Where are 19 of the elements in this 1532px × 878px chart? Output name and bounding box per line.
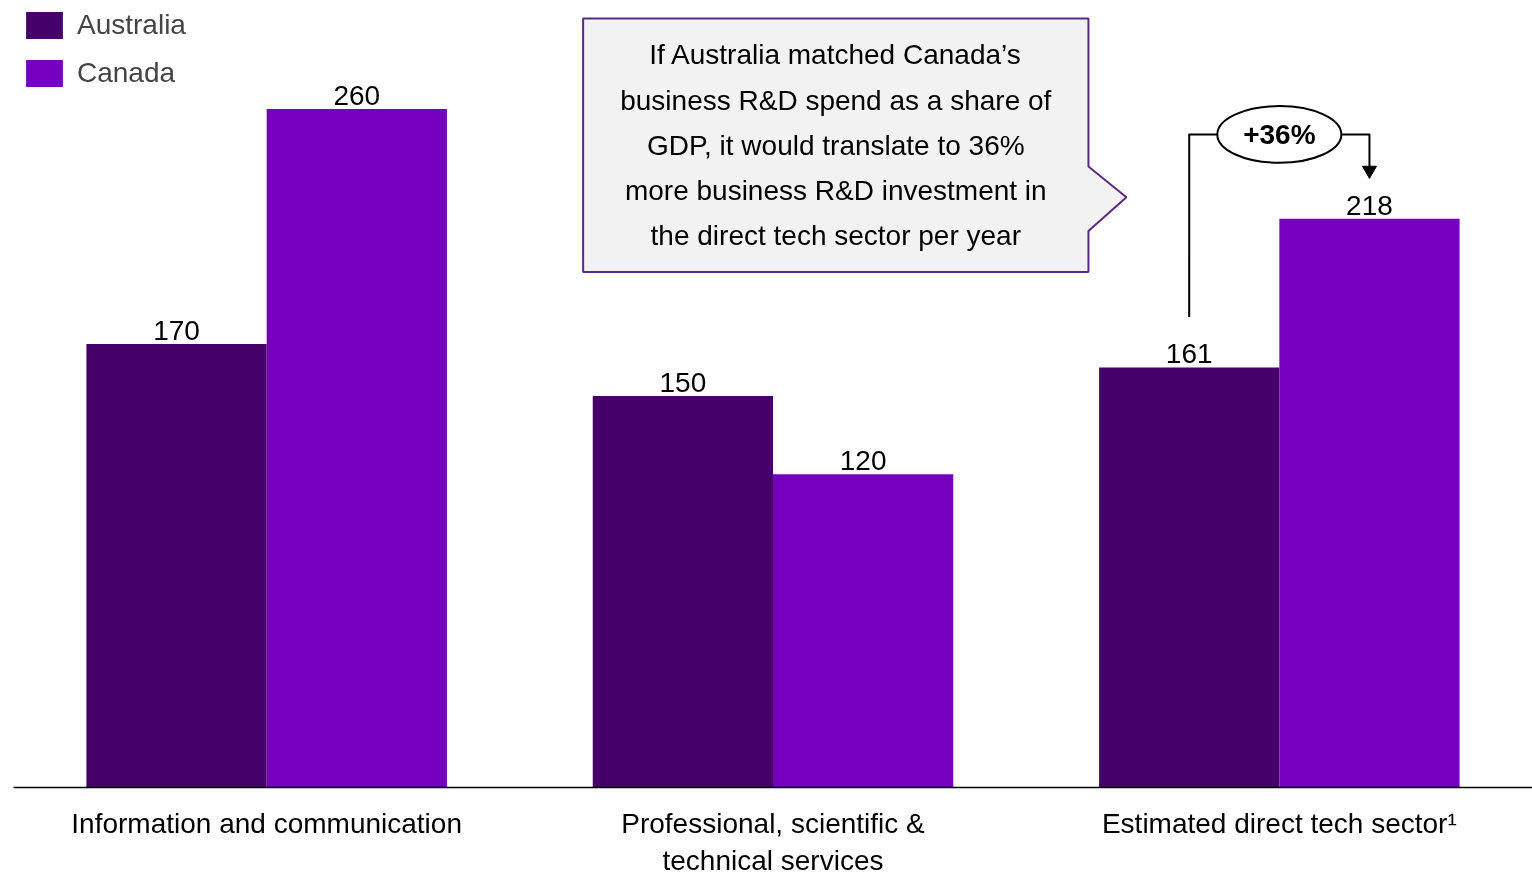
data-label: 260 <box>333 80 381 112</box>
x-tick-label: Professional, scientific & technical services <box>621 807 926 876</box>
legend-label: Canada <box>77 57 176 89</box>
x-tick-label: Estimated direct tech sector¹ <box>1101 807 1457 839</box>
bar <box>266 109 447 788</box>
bar <box>592 396 773 788</box>
bar <box>1099 367 1280 788</box>
data-label: 150 <box>659 367 707 399</box>
bar <box>773 474 954 788</box>
data-label: 218 <box>1346 189 1393 221</box>
x-tick-label: Information and communication <box>71 807 462 839</box>
data-label: 120 <box>839 445 887 477</box>
data-label: 161 <box>1165 338 1213 370</box>
legend-label: Australia <box>77 9 186 41</box>
bar <box>86 343 267 788</box>
data-label: 170 <box>153 314 200 346</box>
annotation: If Australia matched Canada’s business R&D spend as a share of GDP, it would translate to 36% more business R&D investment in the direct tech sector per year <box>620 39 1052 252</box>
bar <box>1279 218 1460 788</box>
annotation: +36% <box>1243 118 1316 150</box>
